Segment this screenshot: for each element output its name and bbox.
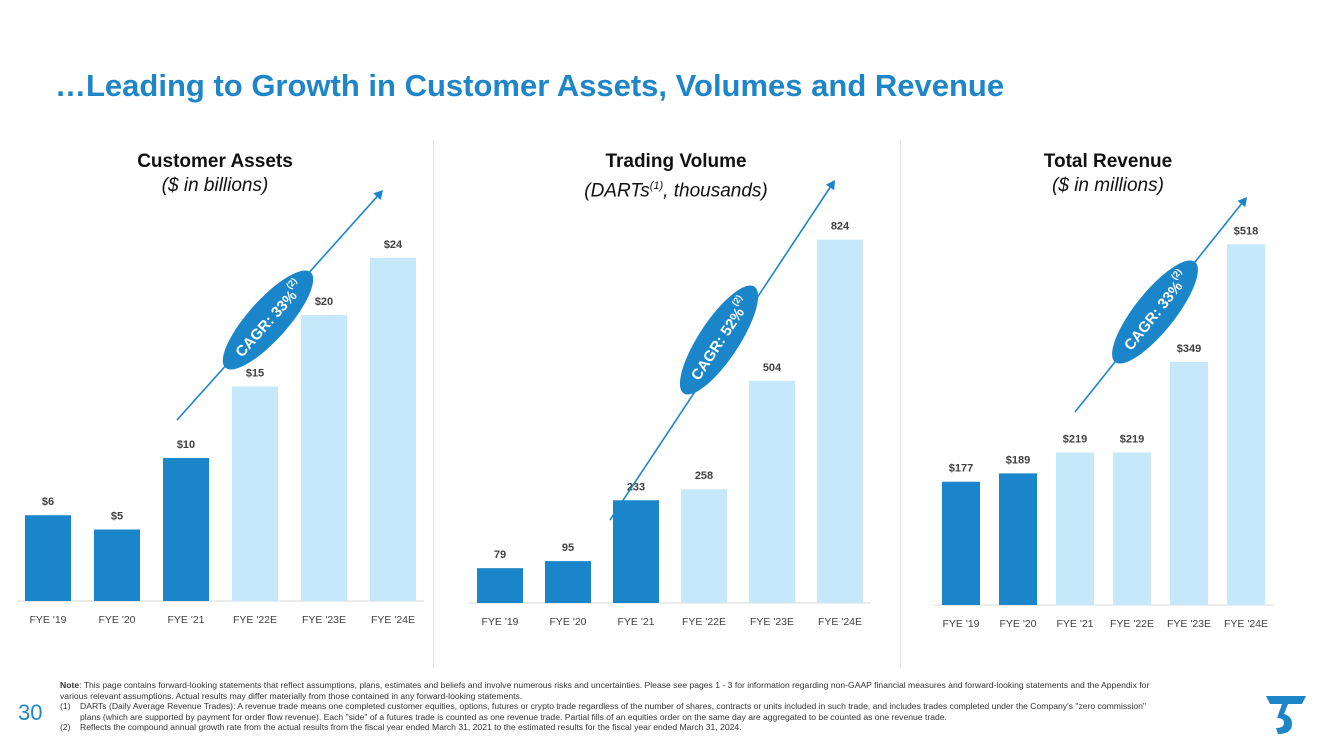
bar [301,315,347,601]
data-label: $24 [384,239,403,251]
bar [1113,452,1151,605]
data-label: $15 [246,368,264,380]
chart-header-total-revenue: Total Revenue ($ in millions) [958,150,1258,198]
footnote-text: DARTs (Daily Average Revenue Trades): A … [80,701,1146,722]
cagr-arrowhead [1237,197,1247,208]
chart-title: Trading Volume [605,151,747,172]
data-label: 95 [562,542,574,554]
panel-divider [433,140,434,668]
footnote-text: Reflects the compound annual growth rate… [80,722,742,733]
bar [942,481,980,605]
bar [25,515,71,601]
bar [94,529,140,601]
note-paragraph: Note: This page contains forward-looking… [60,680,1160,701]
chart-subtitle-end: , thousands) [663,180,768,202]
x-tick-label: FYE '19 [481,616,518,628]
x-tick-label: FYE '19 [29,614,66,626]
x-tick-label: FYE '23E [1167,618,1211,630]
bar [163,458,209,601]
data-label: 79 [494,549,506,561]
note-text: : This page contains forward-looking sta… [60,680,1150,701]
panel-divider [900,140,901,668]
footnote-number: (2) [60,722,71,733]
bar [545,561,591,603]
x-tick-label: FYE '21 [1056,618,1093,630]
chart-subtitle-text: ($ in billions) [161,175,269,196]
x-tick-label: FYE '20 [549,616,586,628]
page-title: …Leading to Growth in Customer Assets, V… [55,68,1005,103]
x-tick-label: FYE '24E [1224,618,1268,630]
bar [613,500,659,603]
chart-subtitle-text: (DARTs [584,180,650,202]
x-tick-label: FYE '19 [942,618,979,630]
footnote-2: (2) Reflects the compound annual growth r… [60,722,1160,733]
company-logo-icon [1266,696,1306,734]
bar [817,239,863,603]
cagr-arrowhead [373,190,383,201]
footnote-number: (1) [60,701,71,712]
x-tick-label: FYE '23E [302,614,346,626]
x-tick-label: FYE '23E [750,616,794,628]
page-number: 30 [18,700,43,725]
data-label: $189 [1006,454,1030,466]
data-label: $219 [1063,433,1087,445]
data-label: 233 [627,481,645,493]
data-label: 824 [831,221,850,233]
x-tick-label: FYE '24E [371,614,415,626]
chart-header-customer-assets: Customer Assets ($ in billions) [65,150,365,198]
cagr-arrow-line [1074,201,1244,413]
bar [999,473,1037,605]
data-label: $177 [949,463,973,475]
chart-0: $6 FYE '19 $5 FYE '20 $10 FYE '21 $15 FYE '22E $… [17,190,424,626]
chart-subtitle: (DARTs(1), thousands) [526,174,826,203]
data-label: 258 [695,470,713,482]
data-label: 504 [763,362,782,374]
footnote-1: (1) DARTs (Daily Average Revenue Trades):… [60,701,1160,722]
bar [1056,452,1094,605]
data-label: $219 [1120,433,1144,445]
bar [370,257,416,601]
chart-2: $177 FYE '19 $189 FYE '20 $219 FYE '21 $219 FYE… [934,197,1273,630]
note-label: Note [60,680,80,690]
cagr-badge-shape [222,270,314,370]
data-label: $6 [42,496,54,508]
x-tick-label: FYE '21 [617,616,654,628]
bar [749,380,795,603]
x-tick-label: FYE '20 [999,618,1036,630]
bar [681,489,727,603]
chart-subtitle: ($ in millions) [958,174,1258,198]
x-tick-label: FYE '22E [682,616,726,628]
bar [477,568,523,603]
footnote-ref: (1) [649,180,664,192]
x-tick-label: FYE '22E [1110,618,1154,630]
x-tick-label: FYE '24E [818,616,862,628]
cagr-badge-shape [679,285,759,395]
data-label: $10 [177,439,195,451]
bar [232,386,278,601]
chart-subtitle-text: ($ in millions) [1052,175,1164,196]
chart-subtitle: ($ in billions) [65,174,365,198]
x-tick-label: FYE '22E [233,614,277,626]
bar [1170,361,1208,605]
x-tick-label: FYE '20 [98,614,135,626]
bar [1227,244,1265,605]
x-tick-label: FYE '21 [167,614,204,626]
chart-1: 79 FYE '19 95 FYE '20 233 FYE '21 258 FYE '22E 5… [469,180,871,628]
chart-title: Total Revenue [1043,151,1173,172]
data-label: $5 [111,511,123,523]
cagr-arrowhead [825,180,835,191]
chart-title: Customer Assets [137,151,293,172]
footnotes: Note: This page contains forward-looking… [60,680,1160,733]
data-label: $20 [315,296,333,308]
cagr-badge: CAGR: 33%(2) [1112,260,1198,364]
data-label: $518 [1234,225,1258,237]
cagr-badge-shape [1112,260,1198,364]
data-label: $349 [1177,343,1201,355]
chart-header-trading-volume: Trading Volume (DARTs(1), thousands) [526,150,826,203]
